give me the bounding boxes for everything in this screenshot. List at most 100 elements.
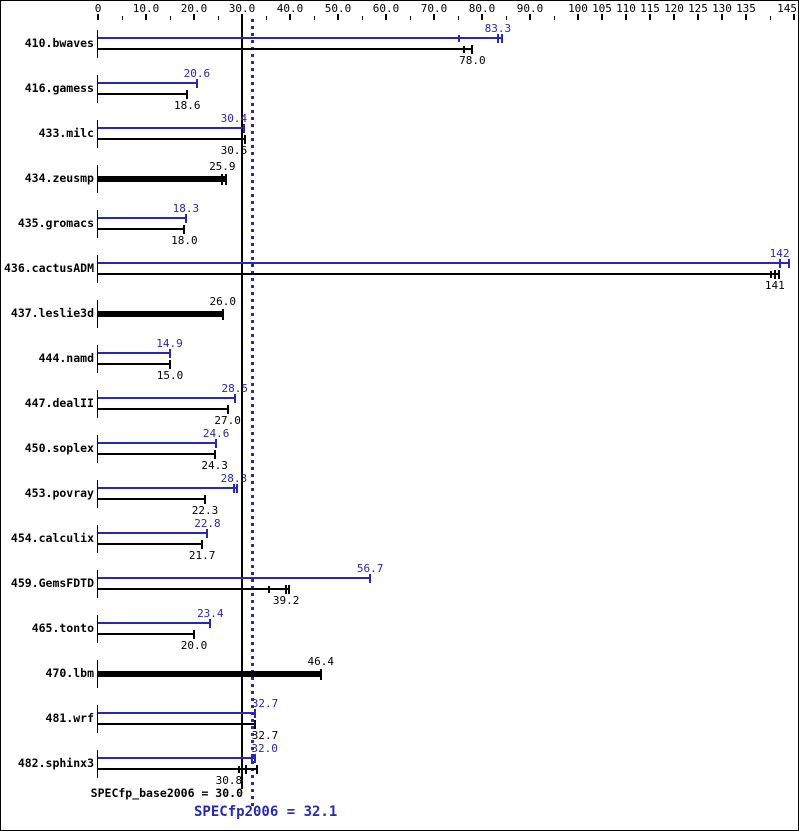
x-axis-major-tick bbox=[649, 14, 651, 20]
benchmark-name-label: 453.povray bbox=[24, 486, 94, 500]
base-value-label: 24.3 bbox=[201, 459, 228, 472]
x-axis-tick-label: 70.0 bbox=[420, 2, 448, 15]
base-bar-median-tick bbox=[285, 585, 288, 594]
base-bar bbox=[98, 543, 203, 545]
peak-value-label: 142 bbox=[769, 247, 790, 260]
benchmark-name-label: 465.tonto bbox=[31, 621, 94, 635]
peak-bar-median-tick bbox=[496, 34, 499, 43]
x-axis-major-tick bbox=[697, 14, 699, 20]
x-axis-tick-label: 130 bbox=[712, 2, 732, 15]
x-axis-tick-label: 145 bbox=[777, 2, 797, 15]
x-axis-tick-label: 105 bbox=[592, 2, 612, 15]
x-axis-major-tick bbox=[721, 14, 723, 20]
peak-bar-end-tick bbox=[195, 79, 198, 88]
row-zero-bracket bbox=[97, 570, 98, 598]
base-bar-run-tick bbox=[238, 766, 241, 773]
base-value-label: 30.6 bbox=[220, 144, 248, 157]
row-zero-bracket bbox=[97, 390, 98, 418]
x-axis-minor-tick bbox=[770, 16, 771, 20]
peak-bar-end-tick bbox=[369, 574, 372, 583]
base-bar-end-tick bbox=[226, 405, 229, 414]
peak-bar-end-tick bbox=[253, 709, 256, 718]
specfp-peak-score-label: SPECfp2006 = 32.1 bbox=[194, 804, 338, 820]
base-bar-end-tick bbox=[243, 135, 246, 144]
peak-bar bbox=[98, 262, 789, 264]
peak-bar-end-tick bbox=[209, 619, 212, 628]
peak-bar-run-tick bbox=[457, 35, 460, 42]
x-axis-major-tick bbox=[145, 14, 147, 20]
peak-value-label: 28.3 bbox=[220, 472, 248, 485]
benchmark-name-label: 482.sphinx3 bbox=[17, 756, 94, 770]
base-value-label: 32.7 bbox=[251, 729, 279, 742]
single-bar-median-tick bbox=[221, 174, 224, 185]
base-bar bbox=[98, 588, 290, 590]
base-bar bbox=[98, 723, 255, 725]
base-value-label: 21.7 bbox=[188, 549, 216, 562]
peak-bar-end-tick bbox=[501, 34, 504, 43]
base-value-label: 27.0 bbox=[214, 414, 241, 427]
row-zero-bracket bbox=[97, 750, 98, 778]
benchmark-name-label: 410.bwaves bbox=[24, 36, 94, 50]
benchmark-name-label: 435.gromacs bbox=[17, 216, 94, 230]
peak-bar bbox=[98, 577, 371, 579]
row-zero-bracket bbox=[97, 255, 98, 283]
x-axis-major-tick bbox=[577, 14, 579, 20]
base-value-label: 30.8 bbox=[215, 774, 243, 787]
peak-bar-end-tick bbox=[215, 439, 218, 448]
peak-value-label: 22.8 bbox=[194, 517, 221, 530]
base-bar-run-tick bbox=[463, 46, 466, 53]
benchmark-name-label: 444.namd bbox=[38, 351, 94, 365]
x-axis-major-tick bbox=[337, 14, 339, 20]
peak-value-label: 20.6 bbox=[183, 67, 211, 80]
base-bar-end-tick bbox=[778, 270, 781, 279]
row-zero-bracket bbox=[97, 75, 98, 103]
x-axis-major-tick bbox=[625, 14, 627, 20]
x-axis-major-tick bbox=[385, 14, 387, 20]
x-axis-tick-label: 50.0 bbox=[324, 2, 352, 15]
x-axis-minor-tick bbox=[314, 16, 315, 20]
peak-bar bbox=[98, 217, 186, 219]
x-axis-major-tick bbox=[673, 14, 675, 20]
base-bar-end-tick bbox=[201, 540, 204, 549]
row-zero-bracket bbox=[97, 705, 98, 733]
x-axis-tick-label: 30.0 bbox=[228, 2, 256, 15]
base-bar-end-tick bbox=[204, 495, 207, 504]
x-axis-tick-label: 40.0 bbox=[276, 2, 304, 15]
peak-bar bbox=[98, 622, 211, 624]
base-value-label: 39.2 bbox=[272, 594, 300, 607]
peak-bar-end-tick bbox=[184, 214, 187, 223]
peak-value-label: 32.7 bbox=[251, 697, 279, 710]
x-axis-tick-label: 125 bbox=[688, 2, 708, 15]
peak-bar-end-tick bbox=[233, 394, 236, 403]
peak-value-label: 30.4 bbox=[220, 112, 248, 125]
row-zero-bracket bbox=[97, 615, 98, 643]
row-zero-bracket bbox=[97, 165, 98, 193]
base-bar-end-tick bbox=[186, 90, 189, 99]
base-value-label: 18.0 bbox=[171, 234, 198, 247]
base-bar bbox=[98, 363, 170, 365]
single-bar bbox=[98, 176, 227, 182]
x-axis-tick-label: 90.0 bbox=[516, 2, 544, 15]
peak-value-label: 56.7 bbox=[356, 562, 384, 575]
base-bar bbox=[98, 48, 473, 50]
base-value-label: 78.0 bbox=[459, 54, 486, 67]
row-zero-bracket bbox=[97, 120, 98, 148]
base-value-label: 22.3 bbox=[191, 504, 219, 517]
x-axis-tick-label: 135 bbox=[736, 2, 756, 15]
base-bar-end-tick bbox=[169, 360, 171, 369]
benchmark-name-label: 470.lbm bbox=[45, 666, 94, 680]
x-axis-tick-label: 120 bbox=[664, 2, 684, 15]
peak-bar bbox=[98, 442, 217, 444]
x-axis-major-tick bbox=[97, 14, 99, 20]
base-value-label: 15.0 bbox=[156, 369, 184, 382]
peak-bar-median-tick bbox=[250, 754, 253, 763]
base-bar bbox=[98, 138, 245, 140]
peak-bar bbox=[98, 532, 208, 534]
base-bar bbox=[98, 633, 194, 635]
x-axis-major-tick bbox=[745, 14, 747, 20]
single-bar-end-tick bbox=[319, 669, 322, 680]
row-zero-bracket bbox=[97, 345, 98, 373]
peak-value-label: 18.3 bbox=[172, 202, 200, 215]
base-bar-end-tick bbox=[183, 225, 186, 234]
row-zero-bracket bbox=[97, 30, 98, 58]
